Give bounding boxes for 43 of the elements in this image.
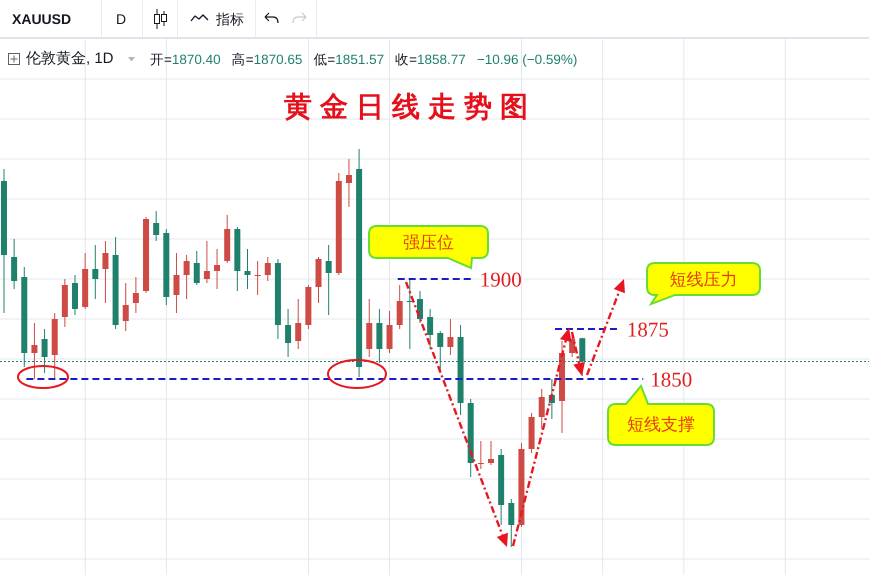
candlestick [264,256,271,282]
candlestick [244,248,250,290]
candlestick [173,252,180,314]
candlestick [295,298,302,350]
ref-line-label: 1850 [650,367,692,392]
candlestick [194,250,200,286]
text: 短线压力 [668,268,738,290]
candlestick [538,388,545,430]
annotation: −10.96 (−0.59%) [476,52,578,67]
annotation: 收=1858.77 [395,52,466,67]
candlestick [508,498,514,548]
text: 黄金日线走势图 [283,90,537,124]
ref-line-label: 1900 [480,267,522,292]
candlestick [132,276,139,314]
candlestick [346,158,352,208]
candlestick [102,240,108,304]
candlestick [488,440,494,466]
text: D [116,10,126,28]
candlestick [254,260,261,296]
text: 短线支撑 [626,414,696,436]
candlestick [31,322,38,380]
annotation: 开=1870.40 [150,52,221,67]
candlestick [214,248,220,290]
candlestick [427,308,434,350]
annotation: 强压位 [402,232,455,254]
text: 伦敦黄金, 1D [26,50,114,68]
candlestick [92,244,98,300]
candlestick [285,308,292,358]
text: XAUUSD [12,10,72,28]
candlestick [184,254,190,300]
candlestick [122,282,129,332]
candlestick [447,318,454,356]
candlestick [396,284,403,330]
candlestick [11,238,18,290]
candlestick [386,310,393,354]
candlestick [204,240,210,284]
annotation: 低=1851.57 [313,52,384,67]
annotation: 高=1870.65 [232,52,302,67]
candlestick [478,440,484,470]
candlestick [326,244,332,316]
candlestick [153,210,160,242]
text: 指标 [216,10,244,28]
ref-line-label: 1875 [626,317,669,342]
